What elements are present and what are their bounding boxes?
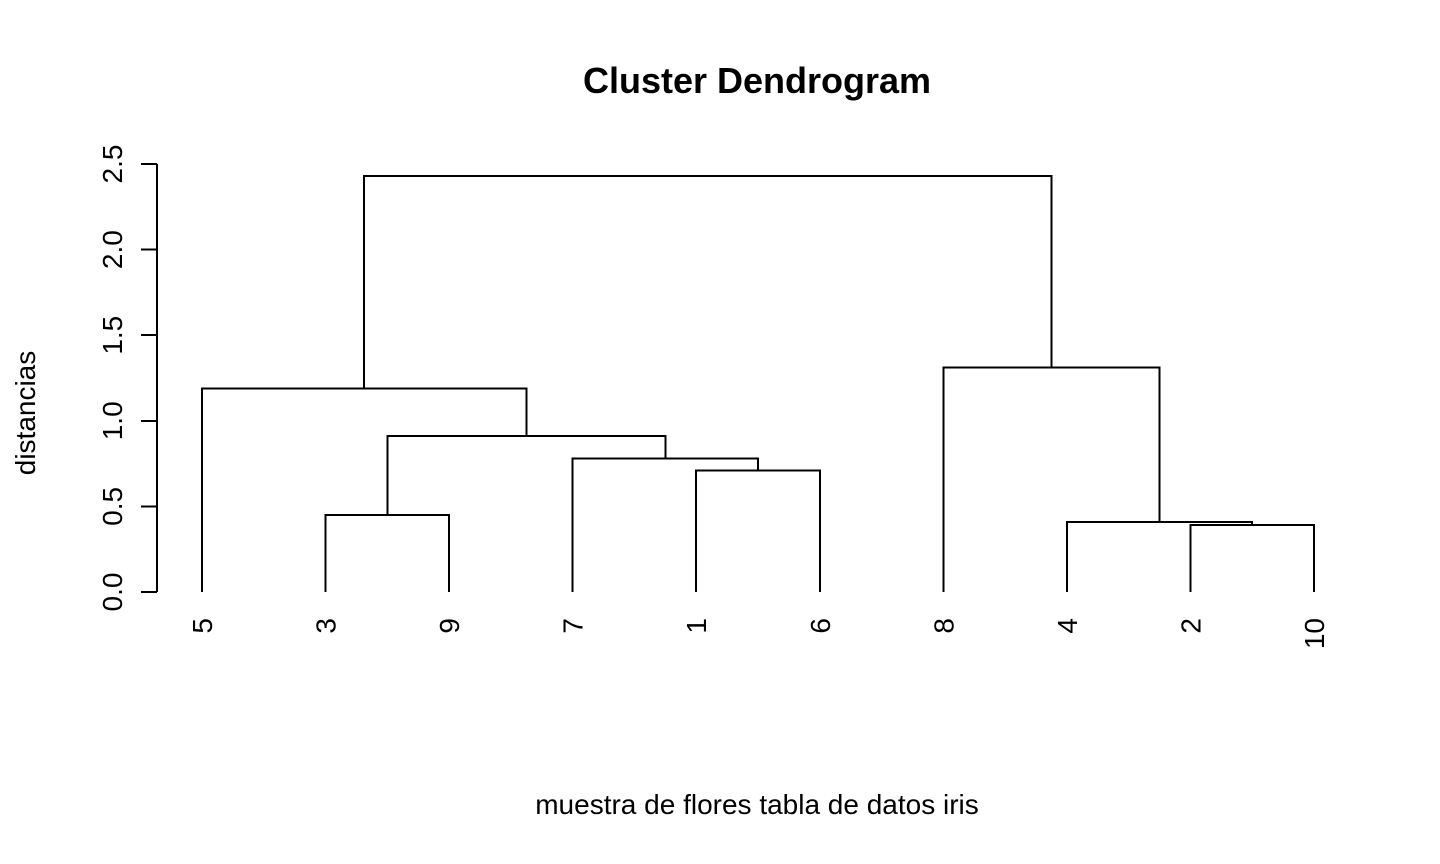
leaf-label: 5 — [187, 618, 218, 634]
y-tick-label: 2.0 — [97, 230, 128, 269]
cluster-link — [571, 457, 759, 592]
leaf-label: 1 — [681, 618, 712, 634]
cluster-link — [363, 174, 1053, 389]
leaf-label: 8 — [928, 618, 959, 634]
leaf-labels: 5 3 9 7 1 6 8 4 2 10 — [187, 618, 1330, 649]
leaf-label: 3 — [311, 618, 342, 634]
y-tick-label: 1.5 — [97, 316, 128, 355]
cluster-link — [942, 366, 1161, 592]
cluster-link — [386, 435, 667, 515]
y-tick-label: 2.5 — [97, 145, 128, 184]
leaf-label: 9 — [434, 618, 465, 634]
y-axis: 0.0 0.5 1.0 1.5 2.0 2.5 — [97, 145, 158, 612]
leaf-label: 6 — [805, 618, 836, 634]
y-axis-label: distancias — [10, 351, 41, 476]
dendrogram-links — [201, 174, 1315, 592]
cluster-link — [201, 387, 528, 592]
x-axis-label: muestra de flores tabla de datos iris — [535, 789, 979, 820]
leaf-label: 2 — [1175, 618, 1206, 634]
leaf-label: 4 — [1052, 618, 1083, 634]
cluster-link — [324, 513, 451, 592]
leaf-label: 7 — [558, 618, 589, 634]
leaf-label: 10 — [1299, 618, 1330, 649]
y-tick-label: 0.0 — [97, 573, 128, 612]
y-tick-label: 0.5 — [97, 487, 128, 526]
cluster-link — [1189, 524, 1315, 592]
y-tick-label: 1.0 — [97, 401, 128, 440]
cluster-link — [1065, 520, 1254, 592]
cluster-link — [695, 469, 821, 592]
chart-title: Cluster Dendrogram — [583, 60, 931, 101]
